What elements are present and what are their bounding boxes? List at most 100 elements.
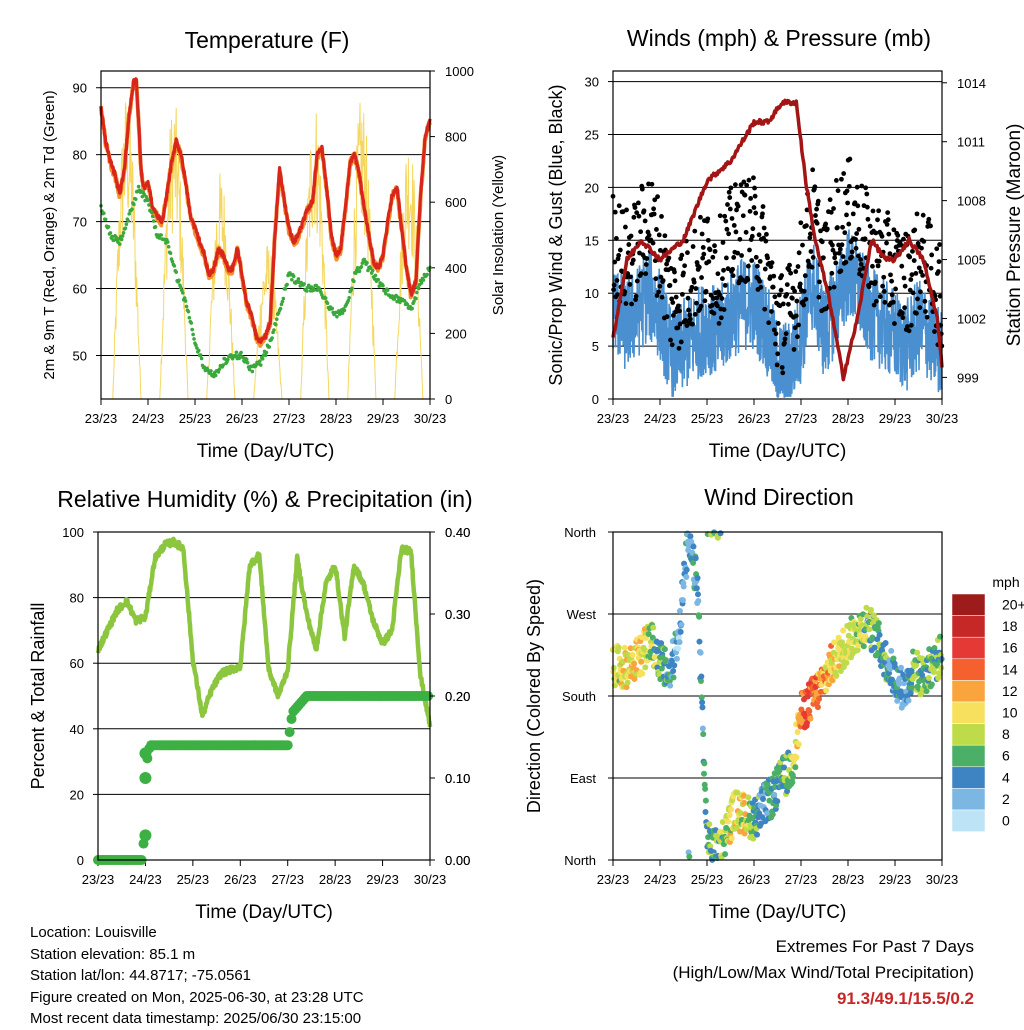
gust-point	[723, 218, 729, 224]
y-axis-label: 2m & 9m T (Red, Orange) & 2m Td (Green)	[41, 90, 58, 379]
gust-point	[657, 283, 663, 289]
legend-label: 12	[1002, 683, 1018, 699]
gust-point	[653, 276, 659, 282]
dewpoint-point	[285, 282, 289, 287]
gust-point	[838, 268, 844, 274]
y2-tick-label: 1002	[957, 311, 986, 326]
gust-point	[722, 282, 728, 288]
dewpoint-point	[233, 353, 238, 358]
gust-point	[805, 258, 811, 264]
gust-point	[721, 307, 727, 312]
gust-point	[733, 229, 739, 235]
gust-point	[890, 299, 896, 305]
gust-point	[705, 216, 711, 222]
gust-point	[853, 236, 858, 242]
dewpoint-point	[347, 296, 351, 300]
gust-point	[758, 284, 764, 290]
gust-point	[623, 224, 628, 230]
gust-point	[703, 288, 709, 294]
gust-point	[893, 286, 898, 292]
y-tick-label: 25	[585, 127, 599, 142]
gust-point	[885, 210, 891, 216]
gust-point	[753, 254, 759, 260]
extremes-summary: Extremes For Past 7 Days (High/Low/Max W…	[673, 934, 974, 1012]
gust-point	[879, 233, 885, 239]
gust-point	[839, 242, 845, 248]
dewpoint-point	[260, 356, 265, 361]
panel-temperature: Temperature (F) Time (Day/UTC) 2m & 9m T (…	[41, 27, 507, 462]
direction-point	[702, 785, 709, 792]
direction-point	[764, 810, 771, 817]
gust-point	[771, 327, 777, 333]
gust-point	[747, 208, 753, 214]
gust-point	[853, 245, 859, 251]
gust-point	[721, 267, 726, 273]
direction-point	[638, 658, 645, 665]
gust-point	[917, 305, 923, 310]
gust-point	[693, 286, 699, 291]
gust-point	[771, 273, 777, 279]
gust-point	[844, 212, 849, 218]
direction-point	[867, 606, 874, 613]
legend-swatch	[951, 636, 986, 660]
direction-point	[789, 779, 796, 786]
dewpoint-point	[149, 210, 154, 215]
dewpoint-point	[150, 214, 155, 219]
gust-point	[803, 296, 809, 302]
gust-point	[656, 289, 662, 295]
gust-point	[816, 294, 822, 300]
x-tick-label: 29/23	[879, 872, 912, 887]
dewpoint-point	[290, 277, 294, 282]
dewpoint-point	[276, 311, 281, 315]
gust-point	[901, 275, 907, 281]
dewpoint-point	[121, 231, 126, 235]
y-tick-label: 10	[585, 286, 599, 301]
gust-point	[628, 233, 634, 239]
gust-point	[672, 278, 678, 284]
direction-point	[919, 671, 926, 678]
direction-point	[769, 811, 776, 818]
chart-title: Temperature (F)	[185, 27, 350, 53]
dewpoint-point	[179, 285, 183, 290]
y2-tick-label: 1014	[957, 76, 986, 91]
gust-point	[841, 171, 847, 176]
gust-point	[660, 278, 666, 283]
dewpoint-point	[132, 202, 136, 207]
direction-point	[697, 678, 704, 685]
dewpoint-point	[425, 272, 429, 277]
gust-point	[797, 281, 803, 287]
gust-point	[847, 156, 853, 162]
dewpoint-point	[366, 268, 370, 273]
gust-point	[735, 203, 741, 209]
x-tick-label: 24/23	[644, 872, 677, 887]
gust-point	[934, 246, 940, 252]
gust-point	[749, 258, 755, 263]
dewpoint-point	[166, 244, 171, 249]
gust-point	[643, 271, 649, 277]
gust-point	[727, 195, 733, 200]
gust-point	[807, 235, 813, 241]
direction-point	[627, 645, 634, 652]
gust-point	[726, 231, 732, 237]
dewpoint-point	[402, 298, 407, 303]
gust-point	[623, 301, 629, 306]
gust-point	[705, 237, 711, 243]
direction-point	[835, 634, 842, 641]
x-tick-label: 27/23	[785, 411, 818, 426]
gust-point	[810, 167, 816, 173]
gust-point	[876, 208, 882, 214]
direction-point	[771, 791, 778, 798]
gust-point	[629, 301, 635, 307]
gust-point	[873, 230, 879, 236]
gust-point	[852, 200, 858, 206]
gust-point	[782, 336, 788, 342]
legend-swatch	[951, 744, 986, 768]
dewpoint-point	[199, 356, 204, 361]
panel-direction: Wind Direction Time (Day/UTC) Direction (C…	[524, 484, 1024, 923]
gust-point	[916, 265, 922, 271]
gust-point	[780, 370, 786, 376]
gust-point	[670, 313, 676, 318]
direction-point	[807, 715, 814, 722]
y2-tick-label: 0.30	[445, 607, 470, 622]
direction-point	[687, 533, 694, 540]
